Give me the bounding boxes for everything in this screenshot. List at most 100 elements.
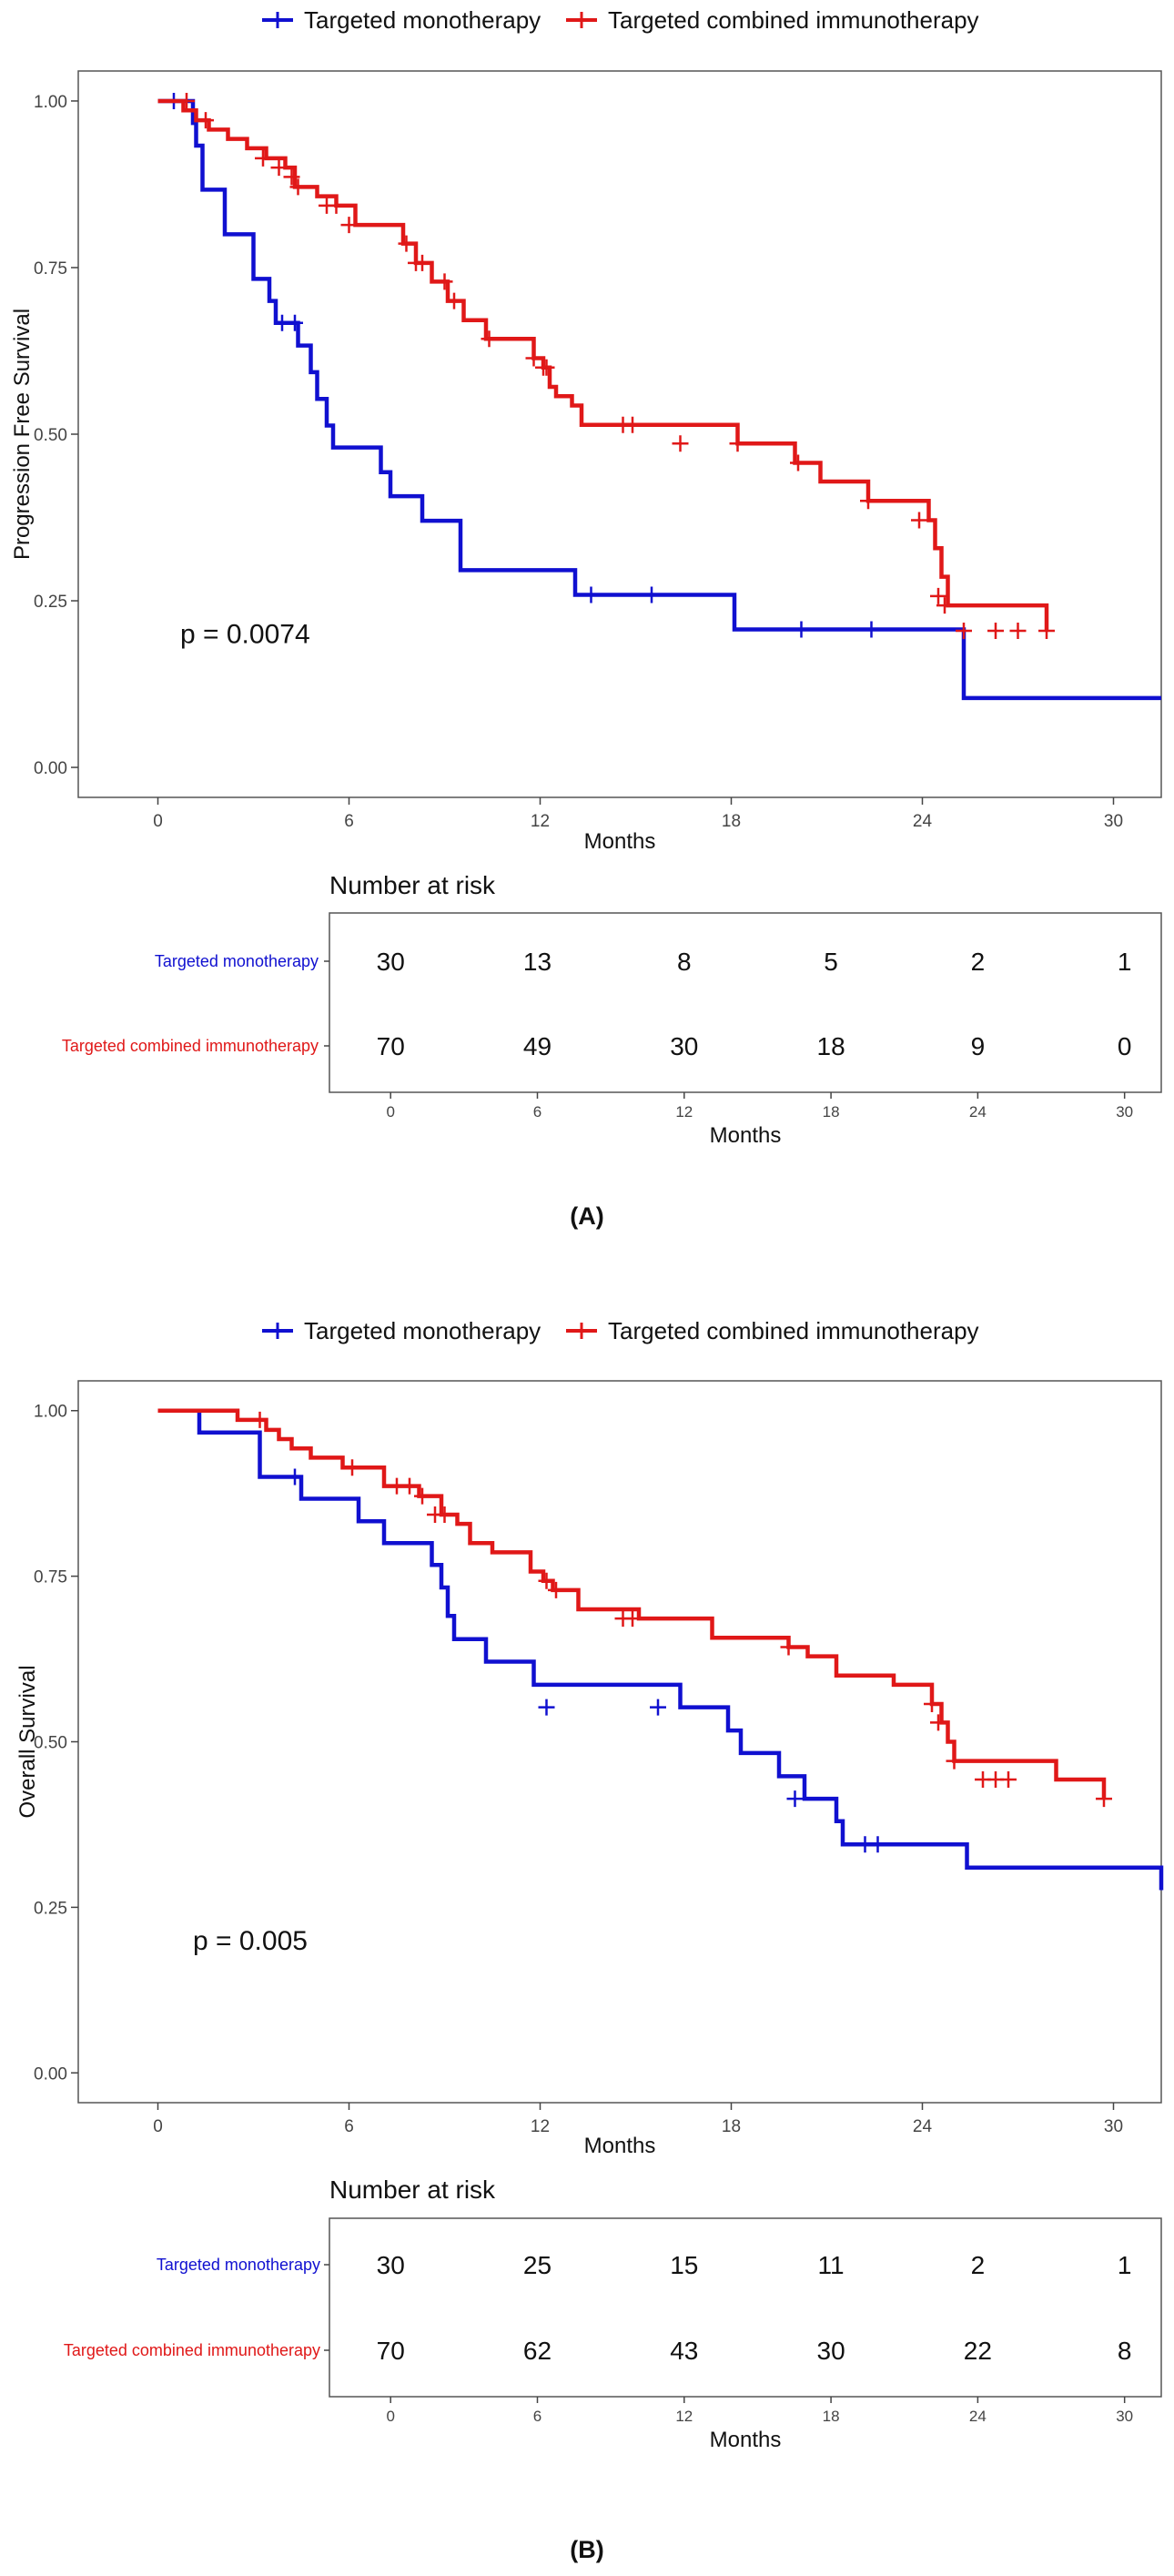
x-axis-title: Months — [584, 829, 656, 854]
risk-count: 9 — [971, 1032, 986, 1060]
y-tick-label: 0.25 — [34, 593, 67, 612]
plot-frame — [77, 1380, 1162, 2104]
x-tick-label: 6 — [344, 812, 354, 831]
risk-count: 15 — [670, 2251, 698, 2279]
censor-mark — [582, 586, 600, 603]
plot-frame — [77, 70, 1162, 798]
censor-mark — [911, 512, 927, 529]
legend-item: Targeted monotherapy — [262, 6, 541, 34]
risk-count: 1 — [1118, 948, 1132, 976]
risk-row-label: Targeted combined immunotherapy — [64, 2341, 320, 2359]
censor-mark — [930, 587, 946, 604]
censor-mark — [860, 492, 876, 510]
censor-mark — [287, 314, 303, 331]
censor-mark — [197, 112, 214, 129]
censor-mark — [255, 149, 271, 167]
risk-row: Targeted monotherapy 30 13 8 5 2 1 — [155, 948, 1132, 976]
censor-mark — [414, 1487, 430, 1505]
risk-table: Number at risk Targeted monotherapy 30 25 15… — [64, 2175, 1162, 2452]
censor-mark — [790, 454, 806, 472]
risk-count: 70 — [377, 2337, 405, 2365]
risk-count: 30 — [670, 1032, 698, 1060]
panel-a: Targeted monotherapy Targeted combined im… — [10, 6, 1162, 1230]
risk-x-tick-label: 12 — [675, 1103, 693, 1121]
risk-table-title: Number at risk — [329, 871, 496, 899]
risk-count: 49 — [523, 1032, 552, 1060]
legend-label: Targeted monotherapy — [304, 1317, 541, 1344]
p-value: p = 0.0074 — [180, 620, 310, 650]
risk-count: 22 — [964, 2337, 992, 2365]
risk-table-title: Number at risk — [329, 2175, 496, 2204]
risk-table: Number at risk Targeted monotherapy 30 13 8 5… — [62, 871, 1162, 1148]
x-tick-label: 12 — [531, 2117, 550, 2136]
censor-mark — [289, 178, 307, 196]
survival-curve — [157, 98, 1049, 631]
x-tick-label: 30 — [1104, 812, 1123, 831]
series-combined — [157, 1408, 1112, 1808]
risk-count: 5 — [824, 948, 838, 976]
y-tick-label: 1.00 — [34, 1403, 67, 1422]
censor-mark — [869, 1836, 886, 1853]
x-tick-label: 0 — [153, 812, 163, 831]
risk-count: 62 — [523, 2337, 552, 2365]
risk-count: 8 — [677, 948, 692, 976]
censor-mark — [643, 586, 660, 603]
censor-mark — [956, 622, 972, 639]
legend-item: Targeted combined immunotherapy — [566, 1317, 979, 1344]
censor-mark — [436, 1506, 453, 1523]
censor-mark — [538, 1699, 555, 1716]
legend-label: Targeted monotherapy — [304, 6, 541, 34]
censor-mark — [624, 416, 641, 433]
risk-x-tick-label: 6 — [533, 2408, 541, 2425]
x-tick-label: 12 — [531, 812, 550, 831]
risk-table-frame — [329, 2217, 1162, 2398]
survival-curve — [157, 98, 1161, 701]
risk-count: 8 — [1118, 2337, 1132, 2365]
risk-x-tick-label: 18 — [823, 2408, 840, 2425]
legend: Targeted monotherapy Targeted combined im… — [262, 6, 979, 34]
y-axis-title: Overall Survival — [15, 1665, 40, 1818]
censor-mark — [481, 330, 498, 348]
risk-count: 11 — [818, 2251, 845, 2279]
risk-x-tick-label: 0 — [386, 2408, 394, 2425]
risk-count: 30 — [377, 948, 405, 976]
risk-row: Targeted combined immunotherapy 70 62 43 30 2… — [64, 2337, 1132, 2365]
survival-curve — [157, 1408, 1164, 1891]
censor-mark — [1038, 622, 1055, 639]
risk-x-tick-label: 12 — [675, 2408, 693, 2425]
risk-count: 0 — [1118, 1032, 1132, 1060]
panel-label: (B) — [570, 2536, 603, 2563]
legend-item: Targeted combined immunotherapy — [566, 6, 979, 34]
series-monotherapy — [157, 1408, 1164, 1891]
risk-row-label: Targeted combined immunotherapy — [62, 1037, 319, 1055]
censor-mark — [786, 1790, 804, 1808]
censor-mark — [1096, 1790, 1112, 1808]
risk-count: 25 — [523, 2251, 552, 2279]
x-tick-label: 24 — [913, 812, 933, 831]
censor-mark — [987, 622, 1004, 639]
risk-x-tick-label: 24 — [969, 1103, 987, 1121]
censor-mark — [650, 1699, 666, 1716]
risk-count: 70 — [377, 1032, 405, 1060]
censor-mark — [398, 235, 415, 252]
risk-table-frame — [329, 912, 1162, 1093]
legend-label: Targeted combined immunotherapy — [608, 1317, 979, 1344]
censor-mark — [340, 217, 358, 234]
x-tick-label: 24 — [913, 2117, 933, 2136]
series-combined — [157, 92, 1055, 639]
censor-mark — [525, 350, 542, 367]
censor-mark — [924, 1696, 940, 1713]
risk-row-label: Targeted monotherapy — [157, 2256, 320, 2274]
censor-mark — [930, 1714, 946, 1731]
x-tick-label: 0 — [153, 2117, 163, 2136]
censor-mark — [672, 435, 689, 452]
censor-mark — [946, 1752, 963, 1770]
risk-row-label: Targeted monotherapy — [155, 952, 319, 970]
x-tick-label: 18 — [722, 2117, 741, 2136]
censor-mark — [624, 1610, 641, 1628]
x-tick-label: 30 — [1104, 2117, 1123, 2136]
y-tick-label: 0.50 — [34, 1734, 67, 1753]
censor-mark — [538, 1572, 555, 1589]
risk-x-tick-label: 18 — [823, 1103, 840, 1121]
